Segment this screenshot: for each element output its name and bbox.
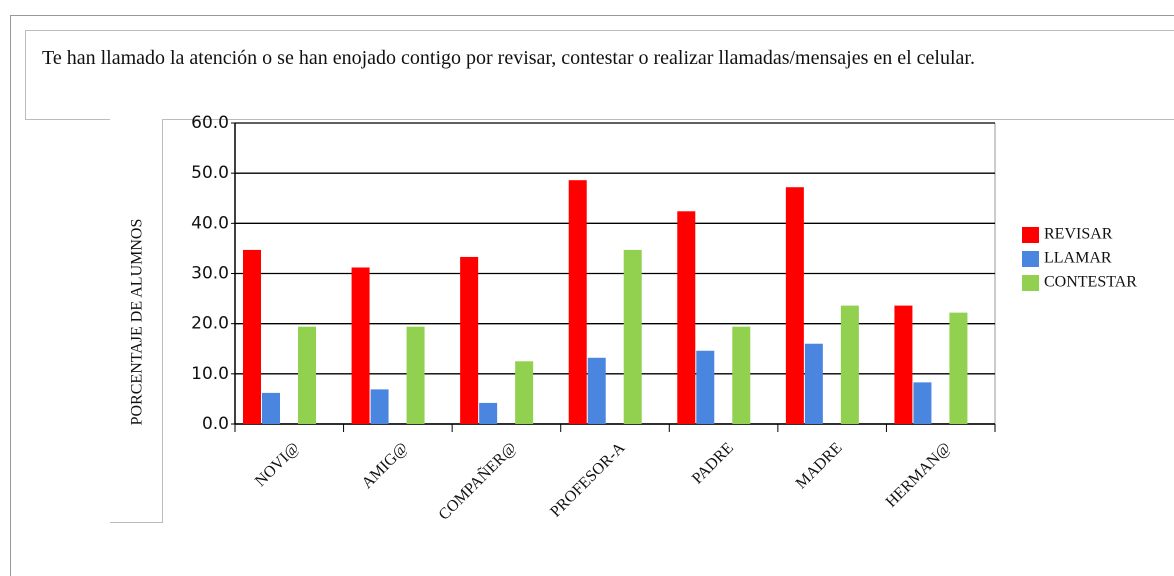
bar [262, 392, 280, 424]
x-tick-label: PADRE [689, 439, 737, 487]
bar [515, 361, 534, 424]
bar [785, 187, 804, 424]
bar [949, 312, 968, 424]
legend-label: LLAMAR [1044, 250, 1112, 267]
legend-swatch [1022, 251, 1039, 267]
bar [840, 305, 859, 424]
x-tick-label: MADRE [793, 439, 846, 492]
y-tick-label: 30.0 [191, 264, 229, 284]
bar [460, 256, 479, 424]
x-tick-label: AMIG@ [359, 439, 412, 492]
x-tick-label: PROFESOR-A [547, 439, 628, 520]
bar [351, 267, 370, 424]
x-tick-label: NOVI@ [252, 439, 303, 490]
x-tick-label: COMPAÑER@ [435, 439, 520, 524]
x-tick-label: HERMAN@ [883, 439, 954, 510]
bar [243, 249, 261, 424]
title-box: Te han llamado la atención o se han enoj… [25, 30, 1174, 120]
y-axis-label: PORCENTAJE DE ALUMNOS [129, 219, 146, 426]
bar [732, 326, 751, 424]
bar [913, 382, 932, 424]
bar [894, 305, 913, 424]
y-tick-label: 10.0 [191, 364, 229, 384]
bar [677, 211, 696, 424]
legend-label: REVISAR [1044, 226, 1113, 243]
bar [623, 249, 642, 424]
bar [479, 402, 498, 424]
legend-label: CONTESTAR [1044, 274, 1137, 291]
legend-swatch [1022, 227, 1039, 243]
legend-swatch [1022, 275, 1039, 291]
y-tick-label: 60.0 [191, 113, 229, 133]
page: Te han llamado la atención o se han enoj… [10, 15, 1174, 576]
bar [568, 180, 587, 424]
bar [406, 326, 425, 424]
bar [298, 326, 316, 424]
ylabel-box [110, 119, 163, 523]
y-tick-label: 20.0 [191, 314, 229, 334]
y-tick-label: 50.0 [191, 163, 229, 183]
bar [804, 343, 823, 424]
bar [696, 350, 715, 424]
chart-title: Te han llamado la atención o se han enoj… [42, 47, 975, 69]
bar [370, 389, 389, 424]
bar [587, 357, 606, 424]
chart: PORCENTAJE DE ALUMNOS 0.0 10.0 20.0 30.0 40.… [129, 113, 1138, 524]
y-tick-label: 0.0 [202, 414, 229, 434]
frame [10, 15, 1174, 576]
y-tick-label: 40.0 [191, 213, 229, 233]
